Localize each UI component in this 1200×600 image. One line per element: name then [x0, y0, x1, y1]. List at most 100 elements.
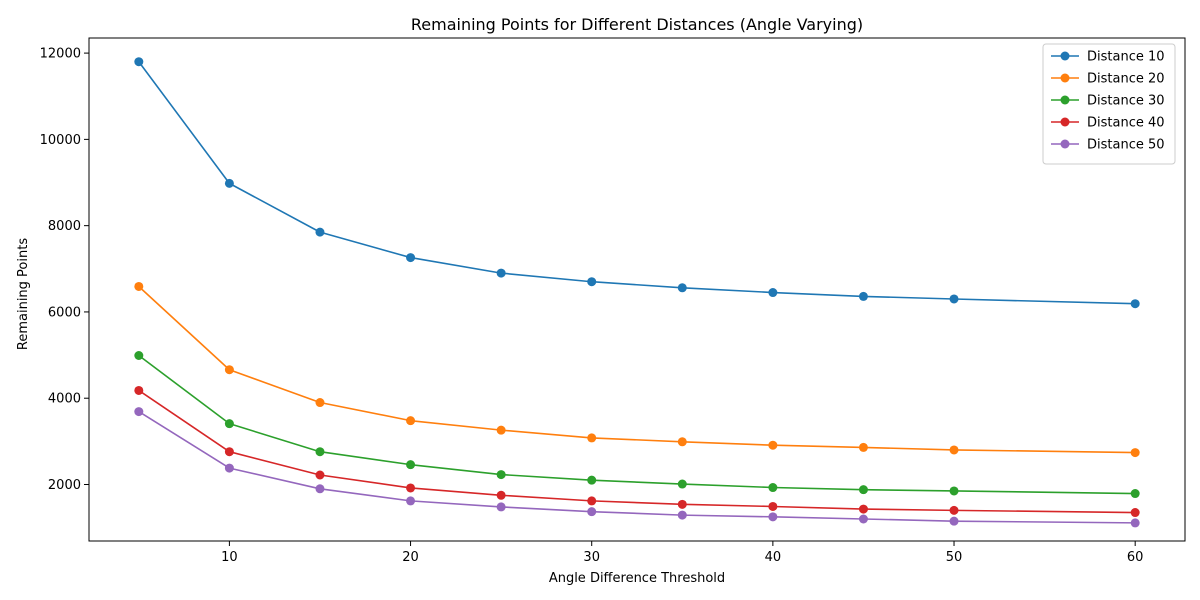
- data-point: [315, 398, 325, 408]
- data-point: [587, 433, 597, 443]
- data-point: [134, 281, 144, 291]
- series-line: [138, 61, 1136, 305]
- legend-swatch-marker: [1060, 117, 1070, 127]
- data-point: [496, 502, 506, 512]
- data-point: [949, 505, 959, 515]
- legend-frame: [1042, 43, 1176, 165]
- data-point: [496, 490, 506, 500]
- data-point: [587, 277, 597, 287]
- data-point: [315, 447, 325, 457]
- legend-item: Distance 40: [1051, 116, 1165, 131]
- data-point: [587, 507, 597, 517]
- legend-item: Distance 20: [1051, 72, 1165, 87]
- data-point: [768, 483, 778, 493]
- data-point: [858, 485, 868, 495]
- data-point: [587, 496, 597, 506]
- data-point: [406, 460, 416, 470]
- data-point: [768, 288, 778, 298]
- legend-swatch-marker: [1060, 73, 1070, 83]
- series-layer: [134, 57, 1140, 528]
- legend-label: Distance 50: [1087, 138, 1165, 153]
- y-axis-label: Remaining Points: [16, 238, 31, 350]
- legend-label: Distance 20: [1087, 72, 1165, 87]
- data-point: [315, 227, 325, 237]
- data-point: [406, 253, 416, 263]
- legend-item: Distance 10: [1051, 50, 1165, 65]
- x-tick-label: 50: [946, 550, 963, 565]
- data-point: [677, 479, 687, 489]
- data-point: [768, 501, 778, 511]
- x-axis: 10 20 30 40 50 60: [221, 541, 1143, 565]
- series-distance-30: [134, 351, 1140, 499]
- series-line: [138, 389, 1136, 514]
- data-point: [1130, 299, 1140, 309]
- data-point: [768, 440, 778, 450]
- y-tick-label: 6000: [48, 305, 81, 320]
- legend-swatch-marker: [1060, 95, 1070, 105]
- plot-area: [88, 37, 1186, 542]
- data-point: [315, 484, 325, 494]
- data-point: [406, 496, 416, 506]
- y-tick-label: 10000: [40, 133, 81, 148]
- data-point: [134, 351, 144, 361]
- chart-title: Remaining Points for Different Distances…: [411, 15, 863, 34]
- legend-item: Distance 50: [1051, 138, 1165, 153]
- series-line: [138, 285, 1136, 454]
- series-distance-40: [134, 385, 1140, 518]
- data-point: [858, 442, 868, 452]
- legend-label: Distance 30: [1087, 94, 1165, 109]
- legend-label: Distance 10: [1087, 50, 1165, 65]
- legend-item: Distance 30: [1051, 94, 1165, 109]
- plot-frame: [88, 37, 1186, 542]
- data-point: [224, 365, 234, 375]
- data-point: [1130, 508, 1140, 518]
- data-point: [858, 514, 868, 524]
- data-point: [224, 419, 234, 429]
- data-point: [677, 510, 687, 520]
- data-point: [677, 283, 687, 293]
- data-point: [949, 486, 959, 496]
- data-point: [949, 516, 959, 526]
- x-tick-label: 20: [402, 550, 419, 565]
- data-point: [949, 445, 959, 455]
- data-point: [406, 483, 416, 493]
- data-point: [496, 425, 506, 435]
- data-point: [768, 512, 778, 522]
- data-point: [949, 294, 959, 304]
- y-tick-label: 8000: [48, 219, 81, 234]
- data-point: [1130, 489, 1140, 499]
- data-point: [134, 385, 144, 395]
- y-tick-label: 2000: [48, 478, 81, 493]
- x-tick-label: 60: [1127, 550, 1144, 565]
- legend-swatch-marker: [1060, 51, 1070, 61]
- data-point: [224, 463, 234, 473]
- data-point: [677, 499, 687, 509]
- data-point: [587, 475, 597, 485]
- data-point: [134, 57, 144, 67]
- legend: Distance 10 Distance 20 Distance 30 Distanc…: [1042, 43, 1176, 165]
- x-tick-label: 10: [221, 550, 238, 565]
- data-point: [496, 470, 506, 480]
- x-axis-label: Angle Difference Threshold: [549, 571, 725, 586]
- data-point: [224, 447, 234, 457]
- series-distance-10: [134, 57, 1140, 309]
- data-point: [1130, 518, 1140, 528]
- data-point: [677, 437, 687, 447]
- data-point: [224, 178, 234, 188]
- legend-label: Distance 40: [1087, 116, 1165, 131]
- y-tick-label: 4000: [48, 392, 81, 407]
- series-distance-20: [134, 281, 1140, 458]
- data-point: [406, 416, 416, 426]
- data-point: [315, 470, 325, 480]
- x-tick-label: 30: [583, 550, 600, 565]
- y-tick-label: 12000: [40, 47, 81, 62]
- series-distance-50: [134, 407, 1140, 528]
- y-axis: 2000 4000 6000 8000 10000 12000: [40, 47, 89, 493]
- series-line: [138, 354, 1136, 495]
- data-point: [858, 291, 868, 301]
- legend-swatch-marker: [1060, 139, 1070, 149]
- data-point: [1130, 448, 1140, 458]
- data-point: [858, 504, 868, 514]
- x-tick-label: 40: [765, 550, 782, 565]
